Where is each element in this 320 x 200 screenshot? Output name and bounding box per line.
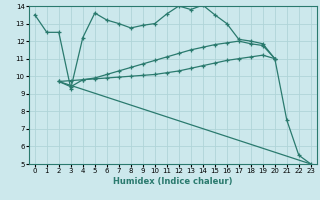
X-axis label: Humidex (Indice chaleur): Humidex (Indice chaleur) — [113, 177, 233, 186]
